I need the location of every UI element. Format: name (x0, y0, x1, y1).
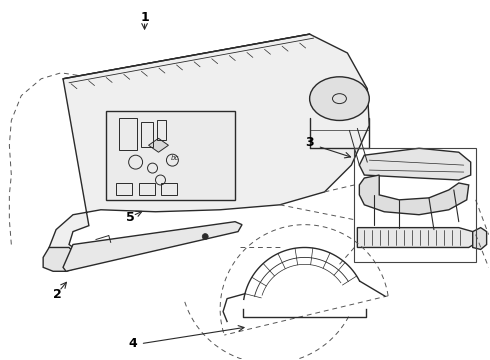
Polygon shape (63, 34, 318, 87)
Polygon shape (63, 222, 242, 271)
Bar (116, 183, 132, 195)
Bar (139, 183, 154, 195)
Bar (141, 122, 152, 147)
Bar (162, 183, 177, 195)
Bar (354, 148, 476, 262)
Circle shape (202, 234, 208, 239)
Bar (156, 121, 167, 140)
Polygon shape (359, 175, 469, 215)
Polygon shape (473, 228, 487, 249)
Polygon shape (49, 34, 369, 271)
Text: 5: 5 (126, 211, 135, 224)
Ellipse shape (310, 77, 369, 121)
Text: 2: 2 (53, 288, 61, 301)
Polygon shape (106, 111, 235, 200)
Text: bc: bc (171, 155, 179, 161)
Polygon shape (357, 228, 479, 247)
Polygon shape (43, 247, 79, 271)
Text: 4: 4 (128, 337, 137, 350)
Text: 3: 3 (305, 136, 314, 149)
Text: 1: 1 (140, 11, 149, 24)
Bar (119, 118, 137, 150)
Polygon shape (359, 148, 471, 180)
Polygon shape (148, 138, 169, 152)
